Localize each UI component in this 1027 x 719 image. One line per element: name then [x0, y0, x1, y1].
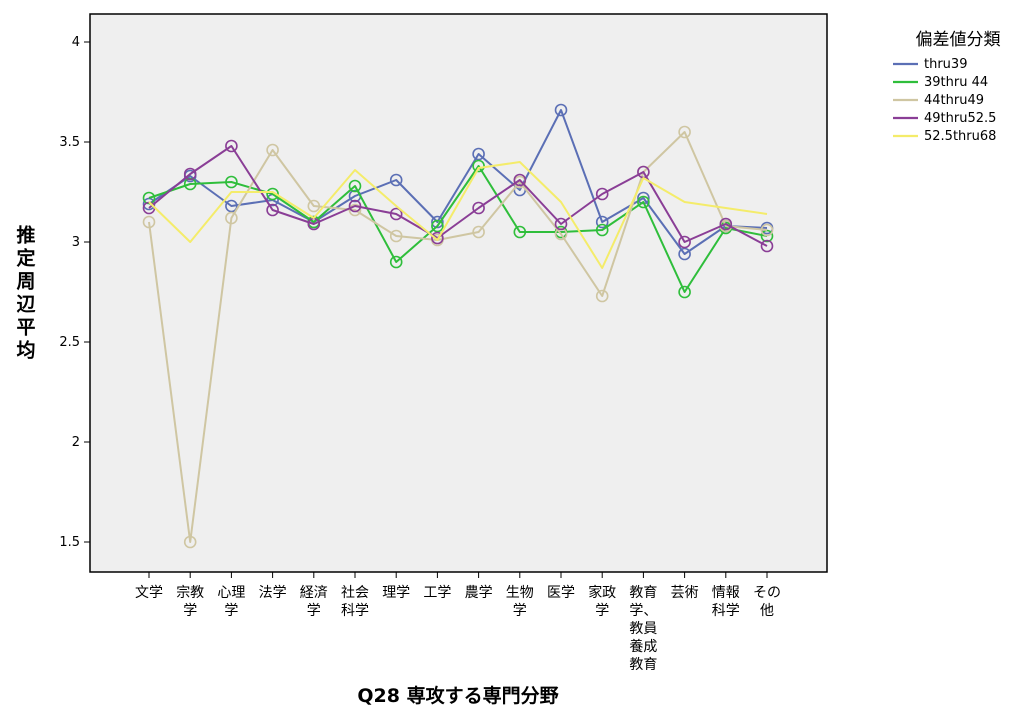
y-tick-label: 2.5: [59, 335, 80, 350]
data-point: [595, 187, 609, 201]
data-point: [431, 219, 444, 233]
y-tick-label: 1.5: [59, 535, 80, 550]
x-tick-label: 教育学、教員養成教育: [629, 585, 657, 673]
data-point: [513, 225, 527, 239]
series-5: [148, 161, 768, 269]
series-line: [148, 131, 768, 543]
data-point: [595, 223, 609, 237]
data-point: [760, 239, 774, 253]
y-axis: 1.5 2 2.5 3 3.5 4: [59, 35, 90, 550]
data-point: [389, 173, 403, 187]
x-tick-label: 医学: [547, 585, 575, 601]
x-tick-label: 農学: [465, 585, 493, 601]
data-point: [472, 225, 485, 239]
legend-entry: thru39: [893, 57, 967, 72]
data-point: [678, 125, 691, 139]
data-point: [266, 203, 279, 217]
data-point: [389, 255, 403, 269]
x-tick-label: 芸術: [671, 585, 699, 601]
data-point: [595, 289, 609, 303]
legend-entry: 52.5thru68: [893, 129, 996, 144]
data-point: [554, 103, 568, 117]
legend-title: 偏差値分類: [916, 30, 1001, 50]
x-tick-label: 宗教学: [176, 585, 204, 619]
data-point: [183, 177, 197, 191]
data-point: [225, 175, 238, 189]
y-axis-title: 推定周辺平均: [16, 224, 35, 362]
x-tick-label: 生物学: [506, 585, 534, 619]
y-tick-label: 3.5: [59, 135, 80, 150]
legend: 偏差値分類 thru39 39thru 44 44thru49 49thru52.5 5…: [893, 30, 1001, 144]
data-point: [348, 179, 362, 193]
legend-label: thru39: [924, 57, 967, 72]
legend-label: 44thru49: [924, 93, 984, 108]
data-point: [183, 535, 197, 549]
x-tick-label: 情報科学: [712, 585, 740, 619]
y-axis-title-text: 推定周辺平均: [16, 224, 35, 362]
data-point: [225, 139, 238, 153]
series-line: [148, 145, 768, 247]
data-point: [678, 247, 691, 261]
y-tick-label: 2: [72, 435, 80, 450]
data-point: [760, 229, 774, 243]
data-point: [472, 201, 485, 215]
data-point: [225, 211, 238, 225]
x-tick-label: 心理学: [217, 585, 245, 619]
data-point: [431, 231, 444, 245]
x-tick-label: 理学: [382, 585, 410, 601]
legend-entry: 49thru52.5: [893, 111, 996, 126]
data-point: [142, 215, 156, 229]
data-point: [719, 217, 733, 231]
x-tick-label: 経済学: [300, 585, 328, 619]
plot-area: [89, 13, 828, 573]
data-point: [595, 215, 609, 229]
legend-entry: 44thru49: [893, 93, 984, 108]
data-point: [307, 199, 321, 213]
data-point: [513, 173, 527, 187]
legend-entry: 39thru 44: [893, 75, 988, 90]
data-point: [389, 229, 403, 243]
data-point: [142, 191, 156, 205]
series-line: [148, 165, 768, 293]
x-tick-label: 社会科学: [341, 585, 369, 619]
x-tick-label: 法学: [259, 585, 287, 601]
data-point: [431, 215, 444, 229]
data-point: [348, 199, 362, 213]
data-point: [678, 235, 691, 249]
data-point: [266, 143, 279, 157]
data-point: [554, 227, 568, 241]
y-tick-label: 3: [72, 235, 80, 250]
data-point: [554, 217, 568, 231]
data-point: [183, 167, 197, 181]
data-point: [225, 199, 238, 213]
data-point: [760, 223, 774, 237]
series-4: [142, 139, 774, 253]
data-point: [637, 195, 650, 209]
x-tick-label: 文学: [135, 585, 163, 601]
legend-label: 39thru 44: [924, 75, 988, 90]
data-point: [348, 203, 362, 217]
data-point: [389, 207, 403, 221]
data-point: [266, 187, 279, 201]
legend-label: 49thru52.5: [924, 111, 996, 126]
series-line: [148, 109, 768, 255]
data-point: [472, 159, 485, 173]
x-tick-label: 工学: [423, 585, 451, 601]
x-tick-label: 家政学: [588, 584, 616, 619]
series-layer: [142, 103, 774, 549]
x-tick-label: その他: [753, 585, 781, 619]
x-axis-title: Q28 専攻する専門分野: [357, 684, 558, 707]
data-point: [472, 147, 485, 161]
legend-label: 52.5thru68: [924, 129, 996, 144]
data-point: [678, 285, 691, 299]
y-tick-label: 4: [72, 35, 80, 50]
series-line: [148, 161, 768, 269]
